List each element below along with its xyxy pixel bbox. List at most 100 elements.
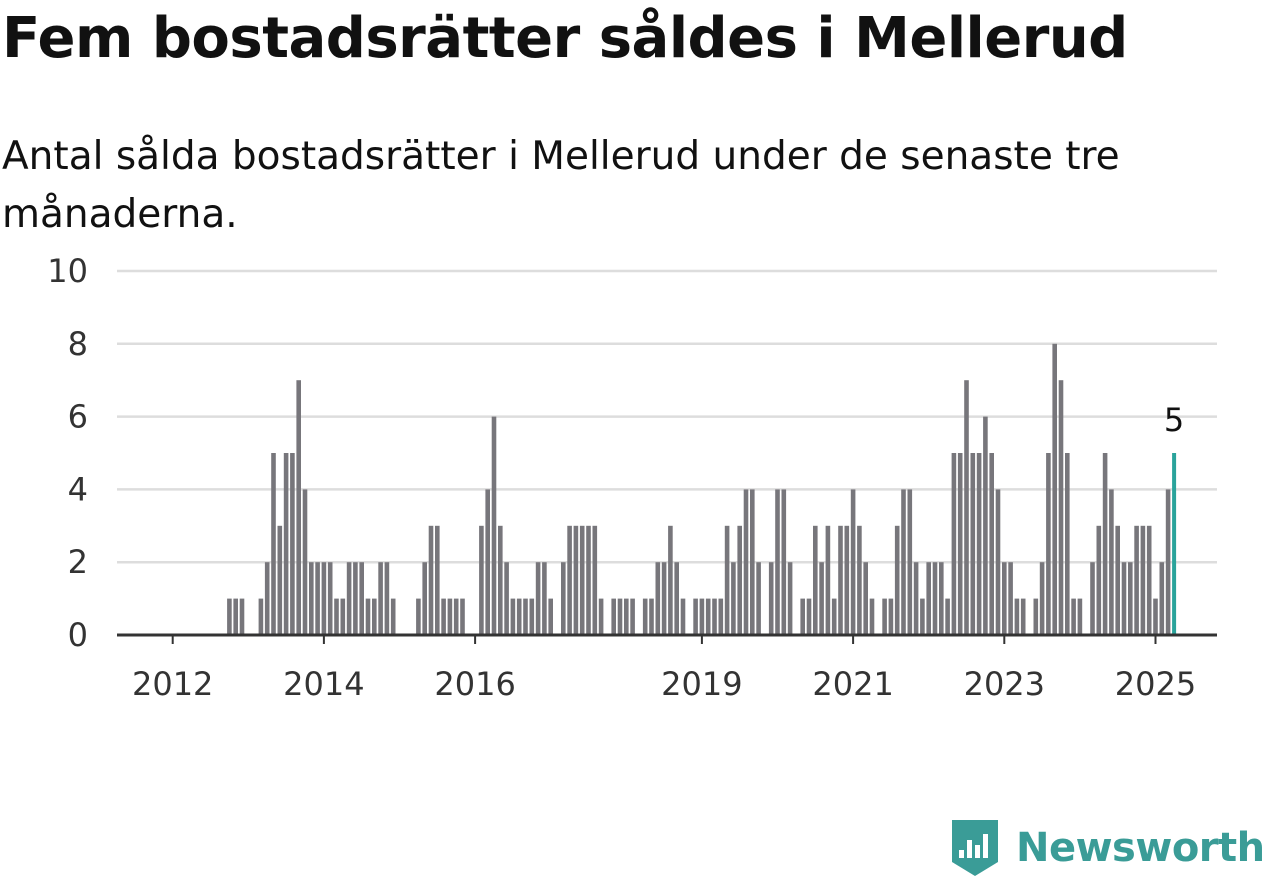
bar xyxy=(567,525,572,635)
bar xyxy=(970,453,976,635)
bar xyxy=(441,598,446,635)
bar xyxy=(1115,525,1120,635)
bar xyxy=(857,525,862,635)
bar xyxy=(668,525,673,635)
bar xyxy=(516,598,522,635)
bar xyxy=(296,380,301,635)
bar xyxy=(768,562,774,635)
bar xyxy=(1153,598,1158,635)
bar xyxy=(649,598,654,635)
x-tick-label: 2023 xyxy=(964,665,1045,703)
bar xyxy=(1134,525,1139,635)
bar xyxy=(699,598,705,635)
bar-chart: 0 2 4 6 8 10 2012 2014 2016 2019 2021 2023 2025 5 xyxy=(47,252,1217,703)
y-axis-ticks: 0 2 4 6 8 10 xyxy=(47,252,88,654)
bar xyxy=(504,562,509,635)
bar-latest xyxy=(1172,453,1177,635)
bar xyxy=(290,453,295,635)
x-tick-label: 2016 xyxy=(434,665,515,703)
bar xyxy=(655,562,661,635)
bar xyxy=(989,453,994,635)
bar xyxy=(498,525,503,635)
bar xyxy=(611,598,616,635)
bar xyxy=(957,453,963,635)
bar xyxy=(258,598,264,635)
bar xyxy=(239,598,245,635)
bar xyxy=(674,562,679,635)
bar xyxy=(365,598,371,635)
bar xyxy=(453,598,459,635)
bar xyxy=(1140,525,1146,635)
bar xyxy=(1002,562,1007,635)
bar xyxy=(894,525,900,635)
bar xyxy=(844,525,850,635)
bar xyxy=(800,598,805,635)
bar xyxy=(838,525,843,635)
bar xyxy=(233,598,238,635)
bar xyxy=(264,562,270,635)
bar xyxy=(630,598,635,635)
bar xyxy=(315,562,320,635)
bar xyxy=(882,598,887,635)
bar xyxy=(913,562,919,635)
bar xyxy=(523,598,528,635)
y-tick-label: 10 xyxy=(47,252,88,290)
bar xyxy=(340,598,346,635)
y-tick-label: 4 xyxy=(68,470,88,508)
bar xyxy=(1046,453,1051,635)
bar xyxy=(1146,525,1152,635)
bar xyxy=(617,598,623,635)
bar xyxy=(573,525,579,635)
x-tick-label: 2025 xyxy=(1115,665,1196,703)
bar xyxy=(661,562,667,635)
bar xyxy=(1077,598,1083,635)
bar xyxy=(1096,525,1102,635)
bar xyxy=(831,598,837,635)
bar xyxy=(353,562,358,635)
bar xyxy=(548,598,553,635)
bar xyxy=(1014,598,1020,635)
bar xyxy=(939,562,944,635)
bar xyxy=(542,562,547,635)
bars xyxy=(227,343,1177,635)
grid-lines xyxy=(117,269,1217,564)
bar xyxy=(1020,598,1026,635)
bar xyxy=(813,525,818,635)
bar xyxy=(390,598,396,635)
bar xyxy=(1128,562,1133,635)
last-value-label: 5 xyxy=(1164,401,1184,439)
bar xyxy=(529,598,535,635)
bar xyxy=(888,598,894,635)
bar xyxy=(731,562,736,635)
bar xyxy=(926,562,931,635)
x-axis-ticks: 2012 2014 2016 2019 2021 2023 2025 xyxy=(132,635,1196,703)
bar xyxy=(1159,562,1165,635)
x-tick-label: 2019 xyxy=(661,665,742,703)
bar xyxy=(1090,562,1095,635)
bar xyxy=(964,380,969,635)
bar xyxy=(724,525,730,635)
bar xyxy=(693,598,698,635)
bar xyxy=(718,598,724,635)
brand-name: Newsworthy xyxy=(1016,825,1262,871)
bar xyxy=(1165,489,1171,635)
bar xyxy=(756,562,761,635)
bar xyxy=(806,598,812,635)
bar xyxy=(976,453,982,635)
bar xyxy=(598,598,604,635)
bar xyxy=(479,525,484,635)
bar xyxy=(579,525,585,635)
chart-subtitle: Antal sålda bostadsrätter i Mellerud und… xyxy=(2,134,1120,237)
bar xyxy=(309,562,314,635)
bar xyxy=(592,525,598,635)
bar xyxy=(384,562,390,635)
bar xyxy=(435,525,440,635)
x-tick-label: 2012 xyxy=(132,665,213,703)
bar xyxy=(1102,453,1108,635)
bar xyxy=(680,598,686,635)
bar xyxy=(561,562,566,635)
bar xyxy=(372,598,377,635)
bar xyxy=(428,525,434,635)
bar xyxy=(819,562,824,635)
bar xyxy=(422,562,427,635)
